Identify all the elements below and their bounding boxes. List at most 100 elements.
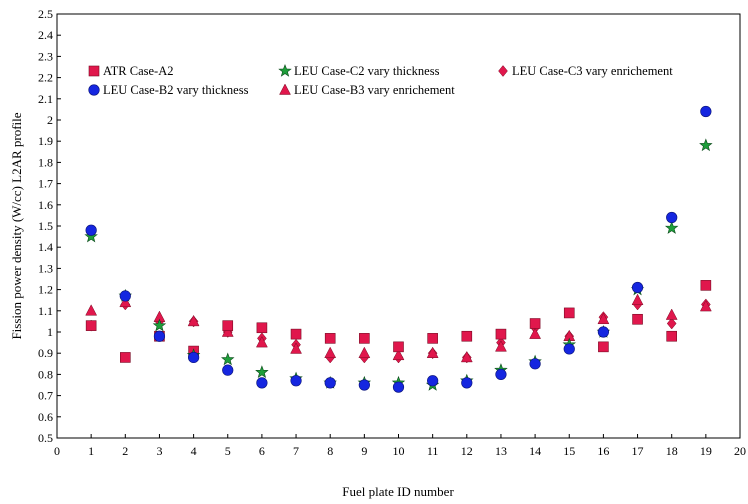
y-axis: 0.5 0.6 0.7 0.8 0.9 1 1.1 1.2 1.3 1.4 1.5 1.6 1.7 1.8… (38, 7, 61, 445)
data-point-triangle (495, 340, 507, 352)
y-tick-label: 0.9 (38, 346, 53, 360)
data-point-triangle (290, 342, 302, 354)
data-point-triangle (597, 312, 610, 325)
x-axis: 0 1 2 3 4 5 6 7 8 9 10 11 12 13 14 15 16 17 18 19 20 (54, 434, 746, 458)
x-tick-label: 16 (597, 444, 609, 458)
y-tick-label: 0.7 (38, 389, 53, 403)
data-point-circle (256, 377, 268, 389)
data-point-square (324, 333, 336, 344)
x-tick-label: 0 (54, 444, 60, 458)
y-tick-label: 2.4 (38, 28, 53, 42)
data-point-circle (495, 368, 507, 381)
data-point-circle (290, 375, 302, 387)
data-point-circle (85, 224, 97, 236)
data-point-star (664, 221, 679, 234)
data-point-star (221, 352, 235, 366)
data-point-square (495, 328, 507, 340)
x-tick-label: 1 (88, 444, 94, 458)
data-point-star (152, 318, 167, 332)
x-tick-label: 8 (327, 444, 333, 458)
data-point-diamond (666, 317, 677, 330)
y-tick-label: 1 (47, 325, 53, 339)
x-tick-label: 3 (156, 444, 162, 458)
y-tick-label: 1.6 (38, 198, 53, 212)
legend-item: LEU Case-C2 vary thickness (278, 63, 440, 78)
series-square (85, 280, 712, 363)
x-tick-label: 13 (495, 444, 507, 458)
legend-marker-diamond (498, 65, 508, 77)
data-point-square (632, 313, 643, 325)
y-tick-label: 1.2 (38, 283, 53, 297)
data-point-circle (188, 351, 200, 364)
data-point-circle (119, 290, 131, 302)
data-point-circle (358, 379, 370, 391)
data-point-circle (222, 364, 234, 376)
data-point-circle (324, 377, 336, 389)
x-tick-label: 2 (122, 444, 128, 458)
data-point-square (85, 320, 97, 331)
data-point-circle (563, 343, 575, 355)
y-tick-label: 1.8 (38, 155, 53, 169)
x-tick-label: 6 (259, 444, 265, 458)
data-point-circle (631, 281, 644, 294)
y-tick-label: 0.6 (38, 410, 53, 424)
data-point-star (699, 138, 713, 152)
data-point-square (359, 333, 370, 344)
y-tick-label: 0.8 (38, 367, 53, 381)
legend-label: LEU Case-C2 vary thickness (294, 64, 440, 78)
data-point-triangle (187, 314, 200, 327)
y-tick-label: 2 (47, 113, 53, 127)
data-point-circle (597, 326, 610, 338)
data-point-triangle (255, 336, 268, 348)
y-tick-label: 1.3 (38, 261, 53, 275)
x-tick-label: 10 (393, 444, 405, 458)
data-point-triangle (699, 300, 712, 312)
data-point-triangle (529, 327, 542, 339)
data-point-circle (666, 211, 678, 224)
data-point-square (563, 307, 575, 319)
y-tick-label: 1.5 (38, 219, 53, 233)
data-point-star (84, 229, 98, 243)
y-tick-label: 1.9 (38, 134, 53, 148)
legend-label: ATR Case-A2 (103, 64, 173, 78)
data-point-square (598, 341, 609, 353)
y-tick-label: 0.5 (38, 431, 53, 445)
data-point-square (427, 333, 438, 344)
legend-marker-star (278, 63, 292, 77)
data-point-triangle (358, 346, 371, 358)
legend-label: LEU Case-C3 vary enrichement (512, 64, 673, 78)
x-tick-label: 17 (632, 444, 644, 458)
data-point-triangle (426, 346, 439, 358)
data-point-circle (700, 105, 712, 118)
y-axis-title: Fission power density (W/cc) L2AR profil… (9, 112, 24, 339)
data-point-triangle (119, 295, 132, 308)
data-point-triangle (221, 325, 234, 337)
series-triangle (85, 293, 712, 363)
data-point-square (700, 280, 712, 291)
y-tick-label: 1.4 (38, 240, 53, 254)
x-tick-label: 19 (700, 444, 712, 458)
data-points (84, 105, 713, 393)
data-point-star (255, 365, 269, 378)
y-tick-label: 1.7 (38, 177, 53, 191)
data-point-circle (153, 330, 166, 342)
legend-item: LEU Case-B3 vary enrichement (279, 83, 455, 97)
data-point-square (393, 341, 404, 353)
data-point-circle (529, 358, 541, 370)
x-tick-label: 15 (563, 444, 575, 458)
x-tick-label: 18 (666, 444, 678, 458)
x-tick-label: 11 (427, 444, 439, 458)
legend-label: LEU Case-B2 vary thickness (103, 83, 249, 97)
x-tick-label: 4 (191, 444, 197, 458)
data-point-square (120, 352, 131, 363)
data-point-square (666, 330, 678, 342)
data-point-triangle (392, 348, 405, 361)
y-tick-label: 2.2 (38, 71, 53, 85)
x-tick-label: 9 (361, 444, 367, 458)
data-point-square (256, 322, 268, 334)
legend-item: LEU Case-C3 vary enrichement (498, 64, 673, 78)
x-axis-title: Fuel plate ID number (342, 484, 454, 499)
data-point-circle (427, 375, 439, 387)
y-tick-label: 1.1 (38, 304, 53, 318)
